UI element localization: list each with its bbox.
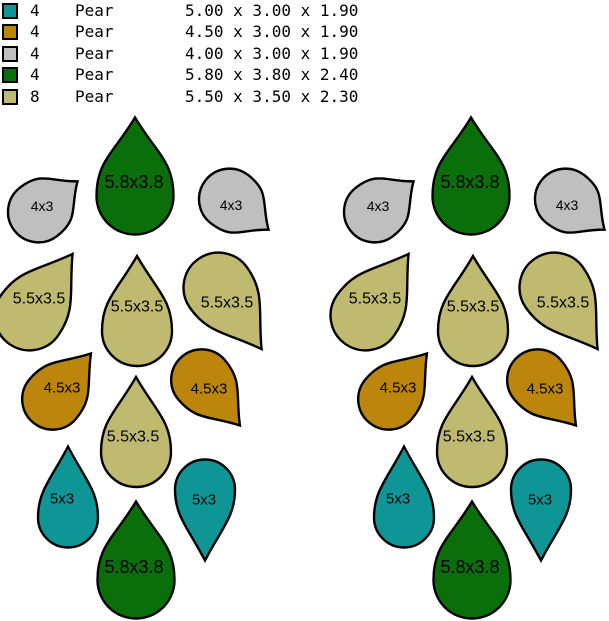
pear-stone-label-khaki-left: 5.5x3.5	[13, 291, 66, 308]
pear-stone-orange-right	[170, 348, 242, 428]
legend-dimensions: 5.50 x 3.50 x 2.30	[185, 86, 359, 106]
legend-count: 4	[30, 22, 40, 42]
pear-stone-label-teal-right: 5x3	[528, 492, 552, 509]
legend-dimensions: 5.00 x 3.00 x 1.90	[185, 1, 359, 20]
legend-row-khaki: 8 Pear 5.50 x 3.50 x 2.30	[0, 88, 400, 109]
legend-color-swatch-green	[2, 67, 18, 84]
legend-count: 8	[30, 86, 40, 106]
pear-stone-label-khaki-center-lower: 5.5x3.5	[443, 429, 496, 446]
pear-stone-khaki-center-upper	[100, 253, 174, 368]
pear-stone-label-khaki-center-upper: 5.5x3.5	[111, 299, 164, 316]
pear-stone-green-top	[431, 115, 511, 236]
legend-dimensions: 4.50 x 3.00 x 1.90	[185, 22, 359, 42]
pear-stone-label-khaki-center-lower: 5.5x3.5	[107, 429, 160, 446]
pear-stone-orange-left	[357, 351, 429, 431]
pear-stone-teal-right	[509, 458, 573, 564]
pear-stone-khaki-center-lower	[99, 374, 173, 489]
legend-shape: Pear	[75, 22, 114, 42]
pear-stone-label-gray-right: 4x3	[556, 197, 579, 213]
pear-stone-label-teal-left: 5x3	[50, 491, 74, 508]
pear-stone-teal-left	[36, 443, 100, 549]
pear-stone-green-bottom	[96, 499, 176, 620]
legend-shape: Pear	[75, 86, 114, 106]
pear-stone-orange-right	[506, 348, 578, 428]
legend-dimensions: 5.80 x 3.80 x 2.40	[185, 65, 359, 85]
pear-stone-label-gray-right: 4x3	[220, 197, 243, 213]
pear-stone-gray-left	[342, 177, 416, 244]
pear-stone-green-bottom	[432, 499, 512, 620]
pear-stone-label-green-top: 5.8x3.8	[440, 172, 499, 192]
legend-count: 4	[30, 65, 40, 85]
pear-stone-gray-left	[6, 177, 80, 244]
legend-color-swatch-khaki	[2, 88, 18, 105]
legend-shape: Pear	[75, 1, 114, 20]
pear-stone-khaki-center-lower	[435, 374, 509, 489]
pear-stone-teal-right	[173, 458, 237, 564]
pear-stone-label-green-top: 5.8x3.8	[104, 172, 163, 192]
pear-stone-teal-left	[372, 443, 436, 549]
cluster-left: 5.8x3.8 4x3 4x3 5.5x3.5 5.5x3.5 5.5x3.5 4.5x3 4…	[0, 115, 271, 620]
legend-count: 4	[30, 43, 40, 63]
pear-stone-khaki-left	[329, 251, 410, 352]
pear-stone-label-teal-right: 5x3	[192, 492, 216, 509]
pear-stone-label-orange-left: 4.5x3	[44, 380, 81, 397]
pear-stone-khaki-right	[182, 251, 263, 352]
legend: 4 Pear 5.00 x 3.00 x 1.90 4 Pear 4.50 x 3.00 …	[0, 0, 400, 110]
pear-stone-label-khaki-right: 5.5x3.5	[201, 295, 254, 312]
pear-stone-label-gray-left: 4x3	[367, 198, 390, 214]
legend-row-teal: 4 Pear 5.00 x 3.00 x 1.90	[0, 2, 400, 23]
pear-stone-khaki-center-upper	[436, 253, 510, 368]
pear-stone-label-gray-left: 4x3	[31, 198, 54, 214]
legend-shape: Pear	[75, 65, 114, 85]
pear-stone-label-orange-right: 4.5x3	[527, 381, 564, 398]
legend-row-green: 4 Pear 5.80 x 3.80 x 2.40	[0, 66, 400, 87]
pear-stone-label-green-bottom: 5.8x3.8	[104, 557, 163, 577]
pear-stone-khaki-left	[0, 251, 74, 352]
pear-stone-label-orange-right: 4.5x3	[191, 381, 228, 398]
legend-color-swatch-teal	[2, 3, 18, 19]
pear-stone-gray-right	[197, 167, 271, 234]
cluster-right: 5.8x3.8 4x3 4x3 5.5x3.5 5.5x3.5 5.5x3.5 4.5x3 4…	[329, 115, 607, 620]
pear-stone-orange-left	[21, 351, 93, 431]
legend-color-swatch-silver	[2, 45, 18, 62]
pear-stone-label-green-bottom: 5.8x3.8	[440, 557, 499, 577]
pear-stone-khaki-right	[518, 251, 599, 352]
pear-stone-label-khaki-left: 5.5x3.5	[349, 291, 402, 308]
pear-stone-green-top	[95, 115, 175, 236]
pear-stone-label-teal-left: 5x3	[386, 491, 410, 508]
legend-shape: Pear	[75, 43, 114, 63]
legend-count: 4	[30, 1, 40, 20]
legend-row-goldenrod: 4 Pear 4.50 x 3.00 x 1.90	[0, 23, 400, 44]
pear-stone-label-khaki-right: 5.5x3.5	[537, 295, 590, 312]
pear-stone-label-orange-left: 4.5x3	[380, 380, 417, 397]
pear-stone-label-khaki-center-upper: 5.5x3.5	[447, 299, 500, 316]
pear-stone-gray-right	[533, 167, 607, 234]
legend-dimensions: 4.00 x 3.00 x 1.90	[185, 43, 359, 63]
legend-row-silver: 4 Pear 4.00 x 3.00 x 1.90	[0, 45, 400, 66]
legend-color-swatch-goldenrod	[2, 24, 18, 41]
